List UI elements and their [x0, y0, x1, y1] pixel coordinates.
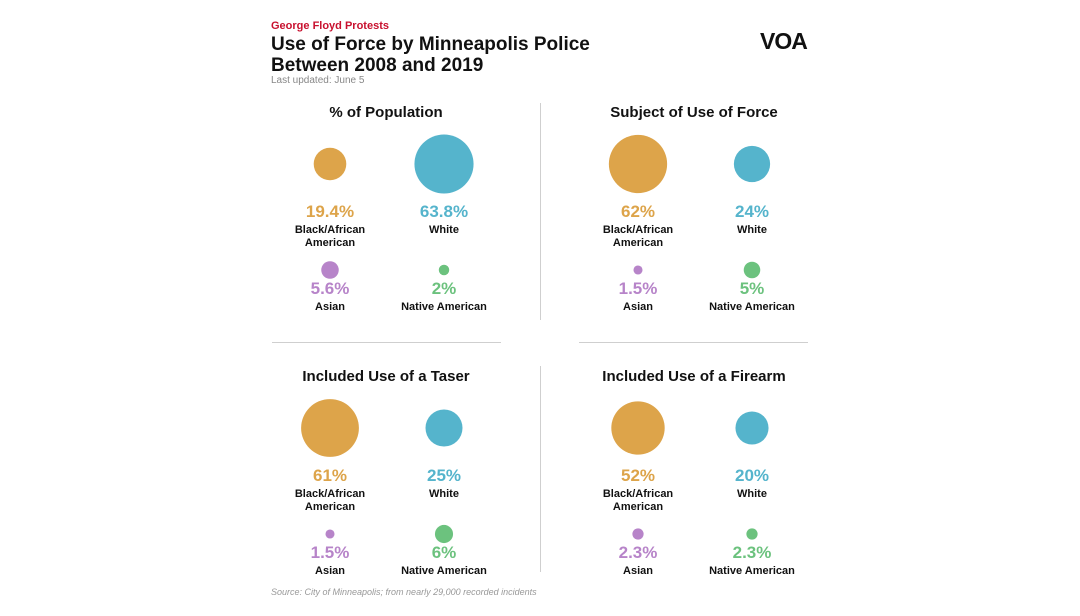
bubble-native-american	[746, 528, 758, 540]
value-label-asian: 2.3%	[618, 543, 658, 562]
vertical-divider-top	[540, 103, 541, 320]
chart-panel-taser: Included Use of a Taser 61% Black/African A…	[256, 366, 516, 616]
category-label-line: American	[612, 237, 664, 249]
chart-title: Use of Force by Minneapolis Police Betwe…	[271, 34, 590, 76]
category-label-white: White	[687, 488, 817, 501]
panel-title: Included Use of a Taser	[302, 368, 470, 385]
category-label-native-american: Native American	[379, 301, 509, 314]
value-label-native-american: 2.3%	[732, 543, 772, 562]
bubble-native-american	[434, 524, 454, 544]
kicker: George Floyd Protests	[271, 20, 389, 32]
category-label-line: American	[304, 501, 356, 513]
value-label-native-american: 2%	[431, 279, 457, 298]
bubble-native-american	[438, 264, 450, 276]
category-label-line: Black/African	[294, 488, 366, 500]
category-label-black-african-american: Black/African American	[265, 224, 395, 250]
panel-title: % of Population	[329, 104, 443, 121]
category-label-line: Asian	[315, 301, 345, 313]
category-label-line: Asian	[623, 301, 653, 313]
category-label-line: White	[737, 488, 767, 500]
category-label-native-american: Native American	[687, 301, 817, 314]
chart-panel-population: % of Population 19.4% Black/African America…	[256, 102, 516, 352]
category-label-line: White	[429, 488, 459, 500]
bubble-white	[425, 409, 463, 447]
category-label-line: Black/African	[294, 224, 366, 236]
bubble-plot	[608, 134, 771, 279]
category-label-line: American	[304, 237, 356, 249]
category-label-native-american: Native American	[687, 565, 817, 578]
bubble-plot	[301, 399, 463, 544]
last-updated: Last updated: June 5	[271, 75, 365, 86]
category-label-black-african-american: Black/African American	[265, 488, 395, 514]
category-label-white: White	[379, 488, 509, 501]
chart-title-line-2: Between 2008 and 2019	[271, 55, 484, 76]
horizontal-divider-left	[272, 342, 501, 343]
value-label-black-african-american: 62%	[620, 202, 656, 221]
category-label-line: Native American	[401, 565, 487, 577]
category-label-line: Black/African	[602, 488, 674, 500]
value-label-native-american: 6%	[431, 543, 457, 562]
category-label-line: Black/African	[602, 224, 674, 236]
value-label-white: 24%	[734, 202, 770, 221]
value-label-white: 63.8%	[419, 202, 469, 221]
bubble-plot	[611, 401, 769, 540]
category-label-asian: Asian	[573, 301, 703, 314]
category-label-native-american: Native American	[379, 565, 509, 578]
category-label-line: Native American	[709, 301, 795, 313]
category-label-line: White	[737, 224, 767, 236]
category-label-asian: Asian	[265, 301, 395, 314]
category-label-asian: Asian	[573, 565, 703, 578]
category-label-line: Asian	[623, 565, 653, 577]
bubble-asian	[321, 261, 339, 279]
bubble-native-american	[743, 261, 761, 279]
value-label-asian: 1.5%	[310, 543, 350, 562]
value-label-white: 20%	[734, 466, 770, 485]
panel-title: Included Use of a Firearm	[602, 368, 786, 385]
chart-panel-firearm: Included Use of a Firearm 52% Black/Africa…	[564, 366, 824, 616]
chart-title-line-1: Use of Force by Minneapolis Police	[271, 34, 590, 55]
panel-title: Subject of Use of Force	[610, 104, 778, 121]
bubble-plot	[313, 134, 474, 279]
horizontal-divider-right	[579, 342, 808, 343]
value-label-black-african-american: 19.4%	[305, 202, 355, 221]
category-label-line: Native American	[709, 565, 795, 577]
bubble-asian	[632, 528, 644, 540]
category-label-line: Asian	[315, 565, 345, 577]
category-label-white: White	[687, 224, 817, 237]
value-label-white: 25%	[426, 466, 462, 485]
bubble-asian	[633, 265, 643, 275]
chart-panel-use-of-force: Subject of Use of Force 62% Black/African A…	[564, 102, 824, 352]
value-label-asian: 1.5%	[618, 279, 658, 298]
bubble-black-african-american	[301, 399, 359, 457]
bubble-black-african-american	[608, 134, 668, 194]
bubble-asian	[325, 529, 335, 539]
voa-logo: VOA	[760, 28, 808, 54]
bubble-black-african-american	[313, 147, 347, 181]
category-label-asian: Asian	[265, 565, 395, 578]
category-label-line: American	[612, 501, 664, 513]
source-note: Source: City of Minneapolis; from nearly…	[271, 587, 537, 597]
bubble-white	[735, 411, 769, 445]
category-label-black-african-american: Black/African American	[573, 488, 703, 514]
bubble-black-african-american	[611, 401, 665, 455]
category-label-black-african-american: Black/African American	[573, 224, 703, 250]
category-label-line: Native American	[401, 301, 487, 313]
value-label-asian: 5.6%	[310, 279, 350, 298]
vertical-divider-bottom	[540, 366, 541, 572]
bubble-white	[414, 134, 474, 194]
category-label-white: White	[379, 224, 509, 237]
value-label-black-african-american: 61%	[312, 466, 348, 485]
value-label-black-african-american: 52%	[620, 466, 656, 485]
category-label-line: White	[429, 224, 459, 236]
value-label-native-american: 5%	[739, 279, 765, 298]
bubble-white	[733, 145, 771, 183]
